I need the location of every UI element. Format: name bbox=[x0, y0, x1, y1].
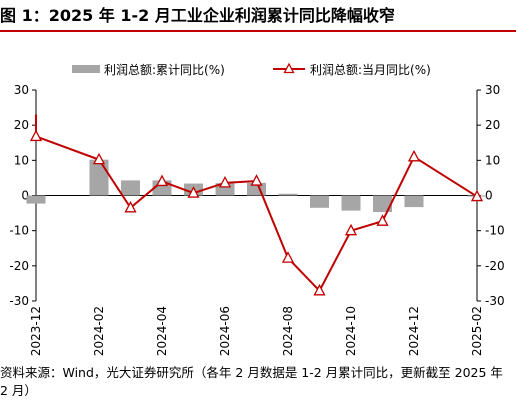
line-marker bbox=[344, 223, 358, 236]
bar bbox=[404, 195, 424, 208]
chart-title: 图 1：2025 年 1-2 月工业企业利润累计同比降幅收窄 bbox=[0, 6, 395, 25]
bar bbox=[26, 195, 46, 204]
y-tick-label-right: 10 bbox=[485, 153, 500, 167]
legend-bar-label: 利润总额:累计同比(%) bbox=[104, 63, 225, 77]
x-tick-label: 2024-08 bbox=[281, 306, 295, 356]
legend: 利润总额:累计同比(%) 利润总额:当月同比(%) bbox=[72, 62, 431, 77]
x-tick-label: 2024-04 bbox=[155, 306, 169, 356]
bar bbox=[310, 195, 329, 208]
bar bbox=[121, 180, 140, 196]
y-tick-label-left: -10 bbox=[9, 224, 29, 238]
line-marker bbox=[92, 152, 106, 165]
line-marker bbox=[250, 174, 263, 186]
bar bbox=[341, 195, 361, 211]
chart-svg: 利润总额:累计同比(%) 利润总额:当月同比(%) -30 -30 -20 -20 -1… bbox=[9, 62, 505, 356]
y-tick-label-left: 20 bbox=[14, 118, 29, 132]
legend-line-label: 利润总额:当月同比(%) bbox=[310, 63, 431, 77]
x-tick-labels: 2023-12 2024-02 2024-04 2024-06 2024-08 2024-… bbox=[29, 306, 484, 356]
line-marker bbox=[218, 175, 232, 188]
x-tick-label: 2023-12 bbox=[29, 306, 43, 356]
bar bbox=[89, 159, 109, 196]
x-tick-label: 2025-02 bbox=[470, 306, 484, 356]
x-tick-label: 2024-02 bbox=[92, 306, 106, 356]
x-tick-label: 2024-10 bbox=[344, 306, 358, 356]
x-tick-label: 2024-12 bbox=[407, 306, 421, 356]
bar-series bbox=[26, 159, 487, 213]
y-tick-label-right: -30 bbox=[485, 294, 505, 308]
line-marker bbox=[376, 214, 389, 226]
title-divider bbox=[0, 30, 516, 32]
line-series bbox=[29, 114, 484, 296]
source-note: 资料来源：Wind，光大证券研究所（各年 2 月数据是 1-2 月累计同比，更新… bbox=[0, 365, 503, 398]
line-marker bbox=[155, 174, 169, 187]
line-marker bbox=[187, 186, 200, 198]
y-tick-label-right: 30 bbox=[485, 83, 500, 97]
legend-bar-swatch bbox=[72, 65, 100, 73]
y-tick-label-left: -20 bbox=[9, 259, 29, 273]
y-tick-label-left: 10 bbox=[14, 153, 29, 167]
y-tick-label-right: -10 bbox=[485, 224, 505, 238]
y-tick-label-left: 0 bbox=[21, 189, 29, 203]
bar bbox=[278, 193, 298, 196]
line-path bbox=[35, 114, 478, 293]
line-marker bbox=[124, 200, 137, 213]
line-marker bbox=[470, 189, 484, 202]
y-tick-label-left: 30 bbox=[14, 83, 29, 97]
y-tick-label-right: 20 bbox=[485, 118, 500, 132]
y-tick-label-left: -30 bbox=[9, 294, 29, 308]
line-marker bbox=[313, 283, 326, 296]
legend-line-marker bbox=[283, 62, 295, 74]
line-marker bbox=[407, 149, 421, 162]
x-tick-label: 2024-06 bbox=[218, 306, 232, 356]
line-marker bbox=[29, 129, 43, 142]
y-tick-label-right: 0 bbox=[485, 189, 493, 203]
bar bbox=[373, 195, 392, 213]
y-tick-label-right: -20 bbox=[485, 259, 505, 273]
line-marker bbox=[281, 251, 295, 263]
